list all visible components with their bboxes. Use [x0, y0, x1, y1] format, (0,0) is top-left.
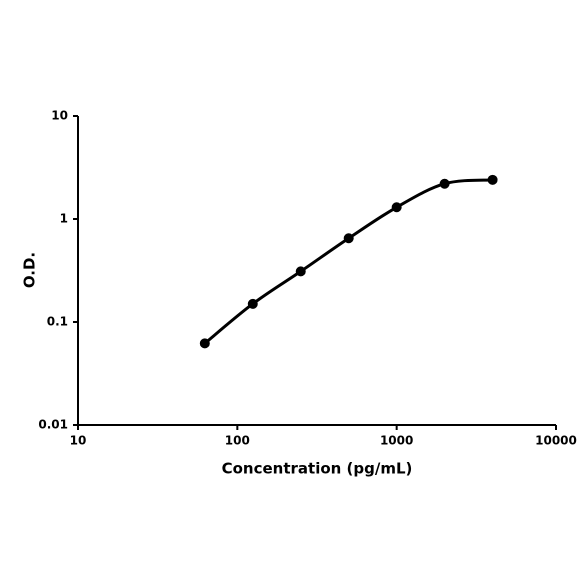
- data-point: [199, 338, 210, 349]
- y-axis-title: O.D.: [21, 252, 39, 288]
- data-point: [247, 298, 258, 309]
- x-tick-label: 10000: [535, 434, 577, 448]
- x-axis-title: Concentration (pg/mL): [222, 460, 413, 478]
- x-tick-label: 100: [225, 434, 250, 448]
- data-point: [343, 233, 354, 244]
- data-point: [391, 202, 402, 213]
- data-line: [203, 178, 493, 345]
- x-tick-label: 10: [70, 434, 87, 448]
- x-tick-label: 1000: [380, 434, 413, 448]
- data-point: [487, 174, 498, 185]
- y-tick-label: 10: [51, 109, 68, 123]
- data-point: [439, 178, 450, 189]
- data-point: [295, 266, 306, 277]
- y-tick-label: 1: [60, 212, 68, 226]
- y-tick-label: 0.1: [47, 315, 68, 329]
- y-tick-label: 0.01: [38, 418, 68, 432]
